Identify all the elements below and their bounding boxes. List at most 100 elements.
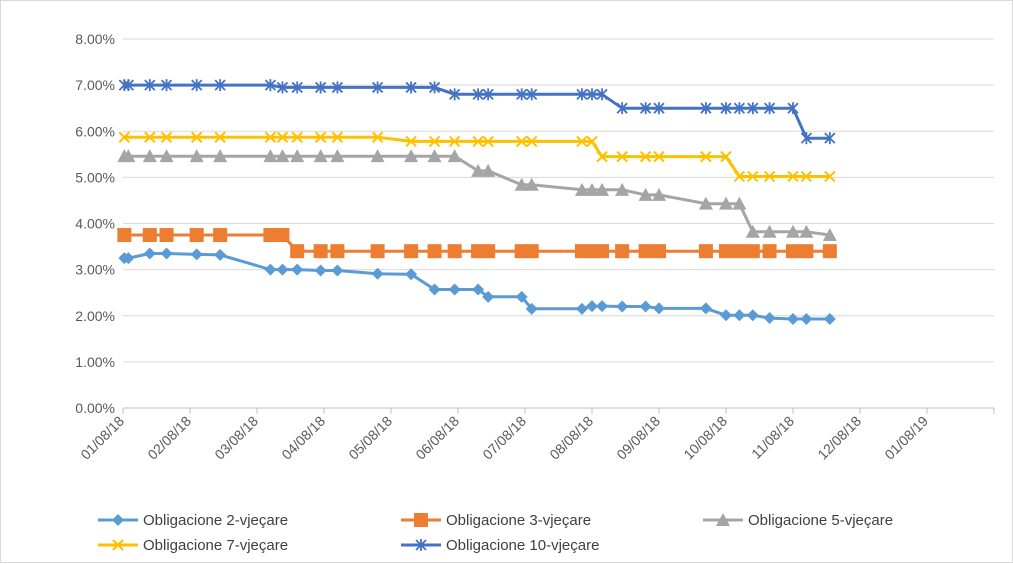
data-point (586, 135, 598, 148)
x-tick-label: 03/08/18 (211, 413, 261, 463)
data-point (652, 187, 666, 201)
data-point (720, 309, 732, 322)
data-point (291, 81, 303, 94)
data-point (586, 300, 598, 313)
data-point (720, 150, 732, 163)
data-point (214, 248, 227, 261)
data-point (448, 135, 461, 148)
data-point (787, 170, 799, 183)
x-tick-label: 01/08/18 (77, 413, 127, 463)
data-point (733, 102, 746, 115)
data-point (482, 135, 494, 148)
data-point (616, 150, 628, 163)
legend: Obligacione 2-vjeçare Obligacione 3-vjeça… (98, 512, 893, 554)
data-point (405, 135, 417, 148)
data-point (189, 149, 204, 163)
data-point (824, 170, 836, 183)
data-point (290, 244, 305, 259)
data-point (263, 149, 278, 163)
data-point (264, 131, 277, 143)
data-point (472, 135, 484, 148)
data-point (799, 224, 814, 238)
data-point (160, 79, 173, 92)
data-point (762, 244, 777, 259)
data-point (159, 149, 174, 163)
data-point (615, 244, 630, 259)
data-point (576, 88, 588, 101)
data-point (616, 300, 629, 313)
data-point (264, 79, 277, 92)
data-point (763, 102, 776, 115)
data-point (574, 182, 589, 196)
data-point (142, 228, 157, 243)
data-point (291, 131, 303, 143)
data-point (719, 244, 733, 259)
data-point (472, 88, 484, 101)
data-point (471, 163, 486, 177)
data-point (595, 244, 610, 259)
data-point (525, 135, 538, 148)
legend-marker (112, 539, 124, 551)
data-point (370, 244, 385, 259)
series-2 (117, 228, 837, 259)
data-point (822, 244, 837, 259)
data-point (371, 131, 384, 143)
y-tick-label: 8.00% (75, 31, 115, 47)
data-point (639, 102, 652, 115)
data-point (121, 149, 136, 163)
data-point (405, 81, 417, 94)
legend-marker (414, 513, 428, 527)
data-point (745, 244, 760, 259)
data-point (482, 88, 494, 101)
data-point (276, 131, 289, 143)
data-point (585, 182, 599, 196)
data-point (745, 224, 760, 238)
data-point (595, 182, 610, 196)
legend-label: Obligacione 7-vjeçare (143, 537, 288, 554)
data-point (732, 244, 747, 259)
data-point (264, 263, 277, 276)
series-1 (118, 247, 836, 325)
data-point (118, 131, 131, 143)
data-point (596, 300, 609, 313)
data-point (428, 135, 441, 148)
data-point (700, 102, 712, 115)
data-point (189, 228, 204, 243)
data-point (763, 312, 776, 325)
data-point (481, 244, 496, 259)
y-axis-tick-labels: 0.00% 1.00% 2.00% 3.00% 4.00% 5.00% 6.00% 7.00%… (75, 31, 115, 416)
data-point (315, 81, 327, 94)
data-point (747, 102, 759, 115)
data-point (638, 187, 653, 201)
data-point (747, 170, 759, 183)
series-5 (118, 79, 836, 145)
data-point (526, 88, 538, 101)
y-tick-label: 5.00% (75, 169, 115, 185)
y-tick-label: 6.00% (75, 123, 115, 139)
data-point (144, 79, 156, 92)
data-point (763, 170, 776, 183)
y-tick-label: 2.00% (75, 308, 115, 324)
x-tick-label: 02/08/18 (144, 413, 194, 463)
data-point (144, 131, 156, 143)
data-point (800, 132, 813, 145)
legend-marker (415, 539, 427, 551)
data-point (314, 264, 327, 277)
data-point (800, 170, 813, 183)
data-point (733, 170, 746, 183)
data-point (191, 79, 203, 92)
x-tick-label: 10/08/18 (680, 413, 730, 463)
data-point (117, 228, 132, 243)
data-point (698, 244, 713, 259)
data-point (447, 149, 462, 163)
data-point (160, 131, 173, 143)
x-tick-label: 07/08/18 (479, 413, 529, 463)
data-point (331, 81, 344, 94)
data-point (586, 88, 598, 101)
data-point (698, 196, 713, 210)
data-point (371, 267, 384, 280)
data-point (653, 150, 665, 163)
data-point (653, 302, 665, 315)
